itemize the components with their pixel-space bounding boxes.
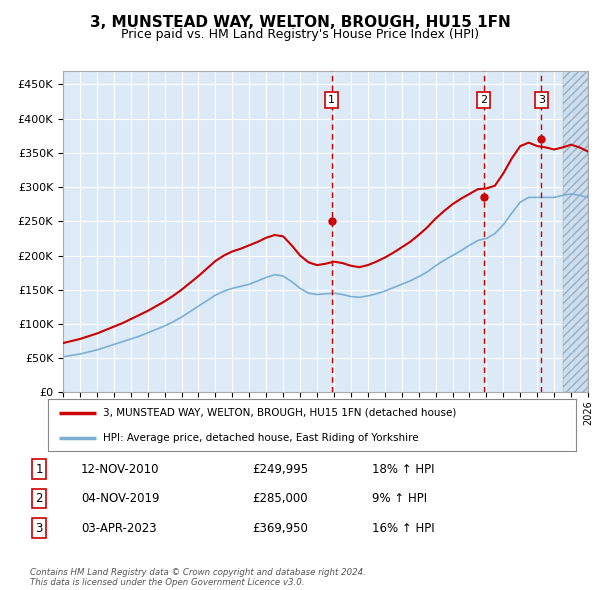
Text: 16% ↑ HPI: 16% ↑ HPI <box>372 522 434 535</box>
Text: 1: 1 <box>35 463 43 476</box>
Bar <box>563 71 588 392</box>
Text: 2: 2 <box>35 492 43 505</box>
Text: 1: 1 <box>328 95 335 105</box>
Text: Contains HM Land Registry data © Crown copyright and database right 2024.
This d: Contains HM Land Registry data © Crown c… <box>30 568 366 587</box>
Text: HPI: Average price, detached house, East Riding of Yorkshire: HPI: Average price, detached house, East… <box>103 433 419 443</box>
Text: 12-NOV-2010: 12-NOV-2010 <box>81 463 160 476</box>
Text: 3: 3 <box>538 95 545 105</box>
Text: 3, MUNSTEAD WAY, WELTON, BROUGH, HU15 1FN (detached house): 3, MUNSTEAD WAY, WELTON, BROUGH, HU15 1F… <box>103 408 457 418</box>
Text: 9% ↑ HPI: 9% ↑ HPI <box>372 492 427 505</box>
Text: Price paid vs. HM Land Registry's House Price Index (HPI): Price paid vs. HM Land Registry's House … <box>121 28 479 41</box>
Text: £249,995: £249,995 <box>252 463 308 476</box>
Text: 03-APR-2023: 03-APR-2023 <box>81 522 157 535</box>
Text: £369,950: £369,950 <box>252 522 308 535</box>
Text: £285,000: £285,000 <box>252 492 308 505</box>
Text: 18% ↑ HPI: 18% ↑ HPI <box>372 463 434 476</box>
Text: 04-NOV-2019: 04-NOV-2019 <box>81 492 160 505</box>
Text: 3, MUNSTEAD WAY, WELTON, BROUGH, HU15 1FN: 3, MUNSTEAD WAY, WELTON, BROUGH, HU15 1F… <box>89 15 511 30</box>
Text: 3: 3 <box>35 522 43 535</box>
Text: 2: 2 <box>480 95 487 105</box>
